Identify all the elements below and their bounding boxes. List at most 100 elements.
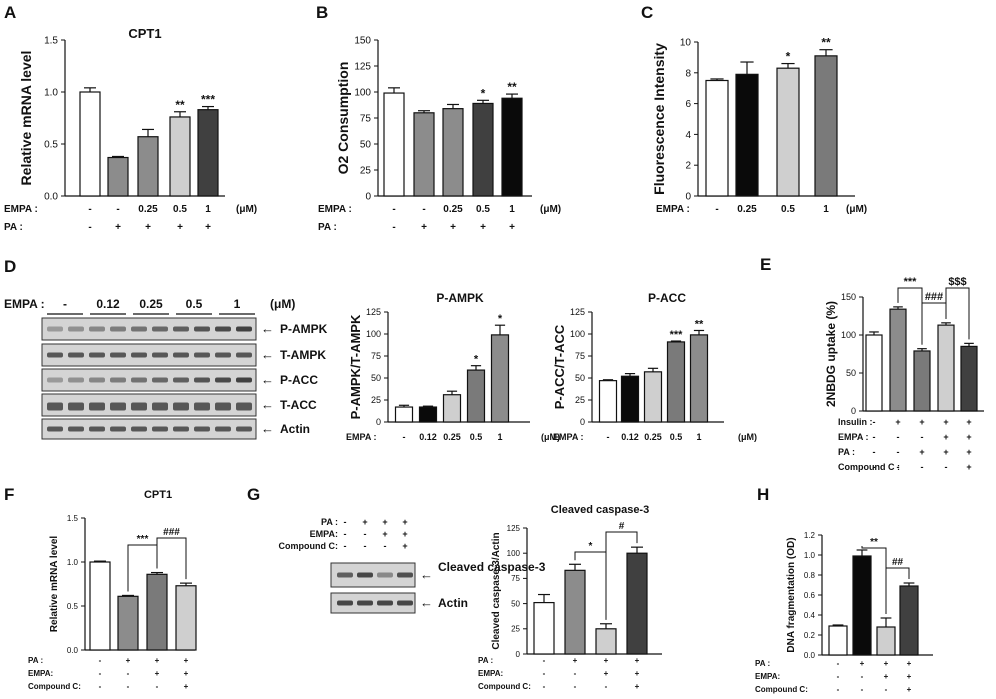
blot-band — [152, 326, 168, 332]
bar — [620, 375, 640, 423]
bracket-label: # — [619, 521, 625, 532]
condition-value: - — [364, 529, 367, 539]
condition-value: - — [99, 682, 102, 691]
blot-band — [173, 326, 189, 332]
bar — [197, 109, 219, 197]
significance-label: *** — [201, 93, 215, 107]
condition-value: - — [344, 541, 347, 551]
blot-band — [89, 377, 105, 383]
blot-band — [215, 402, 231, 411]
bar — [865, 334, 883, 412]
condition-value: + — [177, 222, 183, 233]
y-tick-label: 50 — [846, 368, 856, 378]
condition-value: - — [873, 462, 876, 472]
panel-label: E — [760, 255, 771, 274]
condition-value: + — [155, 656, 160, 665]
blot-band — [152, 352, 168, 358]
bracket-label: *** — [137, 534, 149, 545]
condition-value: 0.25 — [138, 204, 158, 215]
blot-band — [68, 402, 84, 411]
condition-value: + — [450, 222, 456, 233]
blot-band — [89, 326, 105, 332]
bracket-label: ### — [925, 291, 943, 303]
y-tick-label: 100 — [841, 330, 856, 340]
y-tick-label: 1.0 — [804, 551, 816, 560]
condition-value: - — [873, 432, 876, 442]
blot-band — [47, 377, 63, 383]
blot-band — [89, 402, 105, 411]
bar — [598, 380, 618, 423]
significance-label: * — [786, 50, 791, 64]
condition-label: Compound C: — [755, 685, 808, 694]
condition-value: + — [907, 659, 912, 668]
y-tick-label: 0.2 — [804, 631, 816, 640]
condition-label: PA : — [755, 659, 770, 668]
y-axis-label: 2NBDG uptake (%) — [824, 301, 838, 407]
chart-title: P-ACC — [648, 291, 686, 305]
bracket-label: *** — [904, 276, 918, 288]
blot-arrow: ← — [420, 567, 433, 582]
bar — [689, 334, 709, 423]
blot-band — [173, 426, 189, 432]
blot-band — [152, 426, 168, 432]
y-tick-label: 75 — [575, 351, 585, 361]
blot-band — [89, 352, 105, 358]
y-tick-label: 0 — [685, 192, 691, 203]
y-axis-label: DNA fragmentation (OD) — [786, 537, 797, 652]
bar — [564, 569, 586, 655]
condition-value: 0.12 — [419, 432, 437, 442]
bar — [626, 552, 648, 655]
bar — [418, 406, 438, 423]
blot-band — [131, 426, 147, 432]
condition-value: + — [145, 222, 151, 233]
y-tick-label: 0.6 — [804, 591, 816, 600]
significance-label: ** — [507, 80, 517, 94]
comparison-bracket — [945, 287, 970, 340]
condition-value: - — [543, 656, 546, 665]
y-tick-label: 50 — [371, 373, 381, 383]
y-tick-label: 0 — [516, 650, 521, 659]
condition-value: - — [127, 669, 130, 678]
chart-h: H 0.0 0.2 0.4 0.6 0.8 1.0 1.2 DNA fragmentation … — [755, 485, 933, 694]
bar — [394, 406, 414, 423]
y-tick-label: 100 — [366, 329, 381, 339]
condition-value: 1 — [696, 432, 701, 442]
blot-band — [131, 326, 147, 332]
condition-value: - — [921, 462, 924, 472]
blot-band — [173, 377, 189, 383]
blot-header-value: 0.5 — [186, 297, 203, 311]
condition-value: + — [604, 656, 609, 665]
blot-band — [194, 377, 210, 383]
chart-f: F CPT1 0.0 0.5 1.0 1.5 Relative mRNA level *** #… — [4, 485, 197, 691]
panel-label: G — [247, 485, 260, 504]
condition-label: EMPA : — [838, 432, 869, 442]
y-tick-label: 125 — [507, 524, 521, 533]
blot-strip — [41, 418, 257, 440]
blot-band — [152, 377, 168, 383]
condition-value: - — [837, 672, 840, 681]
condition-value: + — [126, 656, 131, 665]
bracket-label: ** — [870, 537, 878, 548]
condition-value: + — [943, 447, 948, 457]
condition-value: - — [605, 682, 608, 691]
condition-value: - — [392, 222, 395, 233]
panel-label: B — [316, 3, 328, 22]
condition-value: + — [966, 462, 971, 472]
chart-title: CPT1 — [128, 26, 161, 41]
blot-band — [131, 402, 147, 411]
condition-value: - — [607, 432, 610, 442]
y-tick-label: 75 — [371, 351, 381, 361]
condition-value: + — [205, 222, 211, 233]
condition-value: + — [884, 672, 889, 681]
bar — [533, 601, 555, 655]
blot-band — [194, 352, 210, 358]
y-tick-label: 25 — [371, 395, 381, 405]
y-tick-label: 125 — [354, 62, 371, 73]
blot-band-label: T-AMPK — [280, 348, 326, 362]
condition-value: + — [604, 669, 609, 678]
bar — [595, 628, 617, 655]
y-tick-label: 1.2 — [804, 531, 816, 540]
condition-value: + — [402, 529, 407, 539]
